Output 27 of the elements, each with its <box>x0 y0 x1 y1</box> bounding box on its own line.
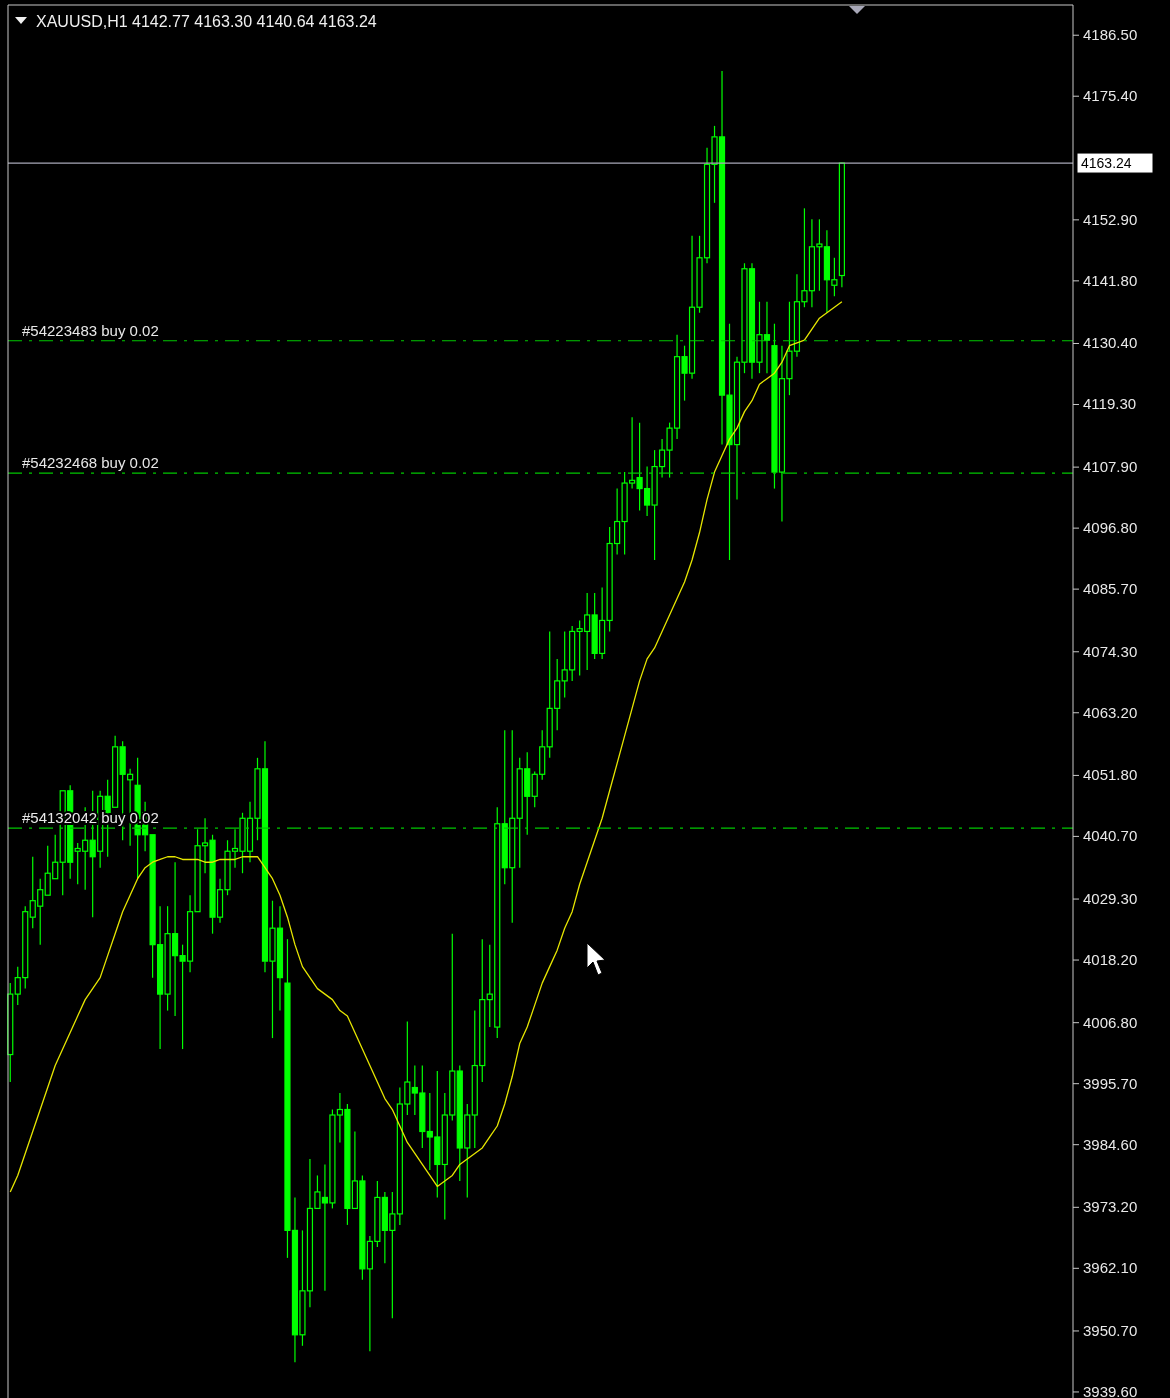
y-tick-label: 3939.60 <box>1083 1382 1138 1398</box>
y-tick-label: 4018.20 <box>1083 951 1138 969</box>
ref-line-label: #54223483 buy 0.02 <box>22 321 159 339</box>
y-tick-label: 4074.30 <box>1083 642 1138 660</box>
y-tick-label: 4119.30 <box>1083 395 1137 413</box>
y-tick-label: 3950.70 <box>1083 1321 1138 1339</box>
y-tick-label: 4141.80 <box>1083 271 1138 289</box>
y-tick-label: 4130.40 <box>1083 334 1138 352</box>
y-tick-label: 4040.70 <box>1083 827 1138 845</box>
y-tick-label: 4175.40 <box>1083 87 1138 105</box>
y-tick-label: 4186.50 <box>1083 26 1138 44</box>
ref-line-label: 4163.24 <box>1081 155 1132 172</box>
y-tick-label: 4051.80 <box>1083 766 1138 784</box>
y-tick-label: 3962.10 <box>1083 1259 1138 1277</box>
y-tick-label: 4006.80 <box>1083 1013 1138 1031</box>
y-tick-label: 3984.60 <box>1083 1135 1138 1153</box>
y-tick-label: 3995.70 <box>1083 1074 1138 1092</box>
y-tick-label: 4085.70 <box>1083 580 1138 598</box>
y-tick-label: 4063.20 <box>1083 703 1138 721</box>
y-tick-label: 4152.90 <box>1083 210 1138 228</box>
text: XAUUSD,H1 4142.77 4163.30 4140.64 4163.24 <box>36 13 377 30</box>
y-tick-label: 4096.80 <box>1083 519 1138 537</box>
y-tick-label: 3973.20 <box>1083 1198 1138 1216</box>
y-tick-label: 4029.30 <box>1083 890 1138 908</box>
ref-line-label: #54232468 buy 0.02 <box>22 454 159 472</box>
y-tick-label: 4107.90 <box>1083 458 1138 476</box>
line-series <box>9 301 843 1193</box>
